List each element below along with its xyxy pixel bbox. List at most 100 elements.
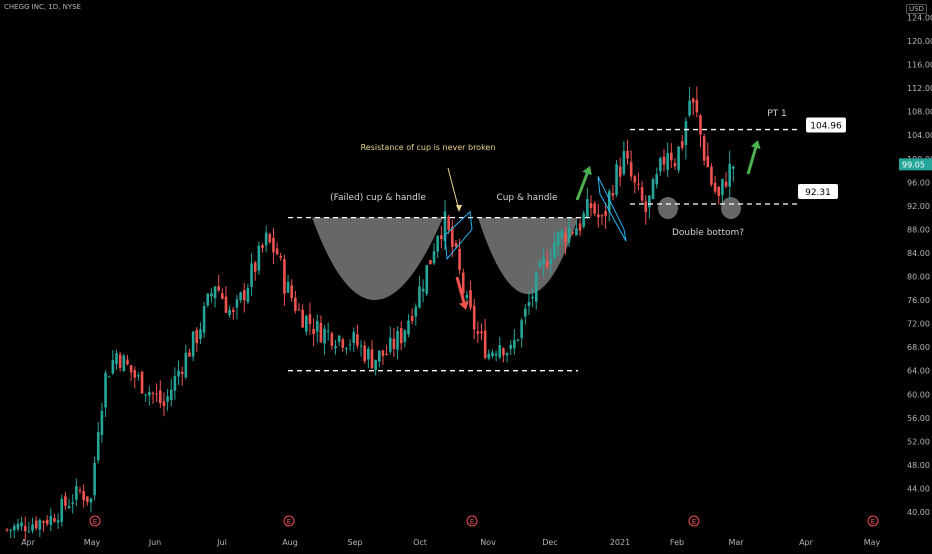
candle-body[interactable] xyxy=(129,365,133,373)
candle-body[interactable] xyxy=(385,353,388,355)
candle-body[interactable] xyxy=(210,293,213,297)
candle-body[interactable] xyxy=(159,390,162,404)
candle-body[interactable] xyxy=(549,258,553,264)
earnings-marker-icon[interactable] xyxy=(867,515,879,527)
candle-body[interactable] xyxy=(294,297,297,311)
candle-body[interactable] xyxy=(38,519,42,530)
candle-body[interactable] xyxy=(469,290,472,308)
candle-body[interactable] xyxy=(86,496,89,502)
candle-body[interactable] xyxy=(290,285,293,299)
candle-body[interactable] xyxy=(352,331,356,343)
candle-body[interactable] xyxy=(341,339,345,348)
candle-body[interactable] xyxy=(524,308,527,317)
candle-body[interactable] xyxy=(378,350,381,362)
candle-body[interactable] xyxy=(381,350,385,356)
candle-body[interactable] xyxy=(659,157,662,172)
candle-body[interactable] xyxy=(363,345,366,362)
candle-body[interactable] xyxy=(691,98,695,103)
candle-body[interactable] xyxy=(257,245,261,271)
candle-body[interactable] xyxy=(644,201,648,213)
candle-body[interactable] xyxy=(502,348,505,356)
candle-body[interactable] xyxy=(89,498,93,503)
candle-body[interactable] xyxy=(374,359,377,371)
candle-body[interactable] xyxy=(367,348,370,360)
candle-body[interactable] xyxy=(122,355,126,372)
candle-body[interactable] xyxy=(534,272,538,302)
candle-body[interactable] xyxy=(261,245,264,248)
candle-body[interactable] xyxy=(513,340,516,349)
candle-body[interactable] xyxy=(337,335,341,342)
earnings-marker-icon[interactable] xyxy=(688,515,700,527)
candle-body[interactable] xyxy=(188,352,191,357)
candle-body[interactable] xyxy=(370,349,374,369)
candle-body[interactable] xyxy=(629,162,633,177)
candle-body[interactable] xyxy=(279,255,283,258)
candle-body[interactable] xyxy=(297,309,301,311)
candle-body[interactable] xyxy=(677,146,680,171)
candle-body[interactable] xyxy=(82,491,85,501)
candle-body[interactable] xyxy=(586,198,589,218)
candle-body[interactable] xyxy=(53,518,56,522)
candle-body[interactable] xyxy=(195,329,199,343)
candle-body[interactable] xyxy=(133,370,137,378)
candle-body[interactable] xyxy=(115,353,118,365)
candle-body[interactable] xyxy=(315,321,319,332)
candle-body[interactable] xyxy=(348,344,352,346)
candle-body[interactable] xyxy=(655,174,658,185)
candle-body[interactable] xyxy=(283,259,286,294)
candle-body[interactable] xyxy=(330,333,334,346)
candle-body[interactable] xyxy=(323,328,326,344)
candle-body[interactable] xyxy=(618,166,622,177)
candle-body[interactable] xyxy=(148,392,151,396)
candle-body[interactable] xyxy=(180,371,184,375)
candle-body[interactable] xyxy=(414,306,418,317)
candle-body[interactable] xyxy=(20,522,23,527)
candle-body[interactable] xyxy=(111,360,115,374)
candle-body[interactable] xyxy=(403,330,407,343)
candle-body[interactable] xyxy=(388,337,392,352)
candle-body[interactable] xyxy=(648,195,651,208)
candle-body[interactable] xyxy=(589,203,593,209)
candle-body[interactable] xyxy=(622,151,626,175)
candle-body[interactable] xyxy=(509,345,512,349)
candle-body[interactable] xyxy=(713,182,717,192)
candle-body[interactable] xyxy=(253,262,257,272)
candle-body[interactable] xyxy=(140,371,144,394)
candle-body[interactable] xyxy=(516,339,520,341)
candle-body[interactable] xyxy=(235,299,239,308)
candle-body[interactable] xyxy=(71,502,74,504)
candle-body[interactable] xyxy=(202,306,206,333)
candle-body[interactable] xyxy=(710,166,713,185)
candle-body[interactable] xyxy=(494,353,498,356)
candle-body[interactable] xyxy=(345,348,348,350)
candle-body[interactable] xyxy=(64,496,67,506)
candle-body[interactable] xyxy=(162,401,166,407)
candle-body[interactable] xyxy=(173,376,177,391)
candle-body[interactable] xyxy=(27,531,31,533)
candle-body[interactable] xyxy=(100,410,104,436)
candle-body[interactable] xyxy=(520,320,523,338)
candle-body[interactable] xyxy=(451,227,454,247)
candle-body[interactable] xyxy=(93,462,96,496)
candle-body[interactable] xyxy=(724,181,728,187)
candle-body[interactable] xyxy=(553,241,556,259)
candle-body[interactable] xyxy=(688,100,691,116)
candle-body[interactable] xyxy=(305,315,308,332)
candle-body[interactable] xyxy=(31,524,34,531)
candle-body[interactable] xyxy=(410,315,414,322)
candle-body[interactable] xyxy=(611,192,615,196)
earnings-marker-icon[interactable] xyxy=(89,515,101,527)
earnings-marker-icon[interactable] xyxy=(466,515,478,527)
candle-body[interactable] xyxy=(487,353,491,359)
candle-body[interactable] xyxy=(440,235,443,239)
candle-body[interactable] xyxy=(640,187,644,201)
candle-body[interactable] xyxy=(670,152,673,161)
candle-body[interactable] xyxy=(166,396,169,402)
candle-body[interactable] xyxy=(34,520,38,529)
candle-body[interactable] xyxy=(575,228,578,236)
candle-body[interactable] xyxy=(578,223,582,231)
candle-body[interactable] xyxy=(695,99,699,113)
candle-body[interactable] xyxy=(542,257,545,265)
candle-body[interactable] xyxy=(505,353,509,356)
candle-body[interactable] xyxy=(436,235,439,252)
